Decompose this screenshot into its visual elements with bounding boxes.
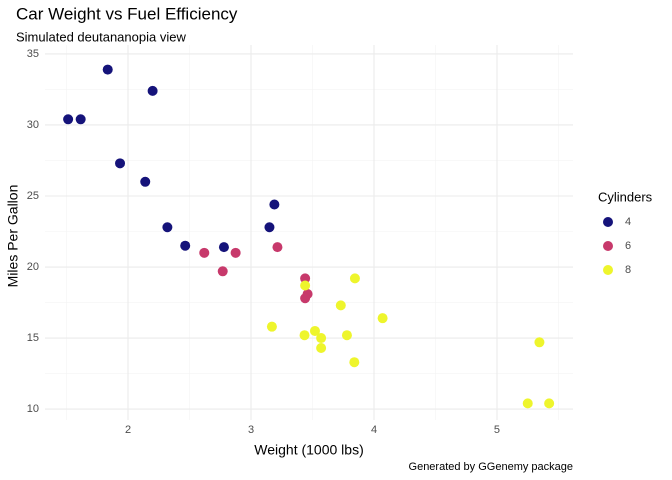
- y-axis-label: Miles Per Gallon: [5, 185, 21, 288]
- x-tick-label: 4: [371, 424, 377, 436]
- y-tick-label: 25: [27, 190, 39, 202]
- point: [115, 158, 126, 169]
- point: [300, 280, 311, 291]
- point: [316, 342, 327, 353]
- legend-swatch: [603, 217, 613, 227]
- point: [269, 199, 280, 210]
- chart-subtitle: Simulated deutananopia view: [16, 29, 186, 44]
- point: [218, 242, 229, 253]
- point: [349, 273, 360, 284]
- x-tick-label: 3: [248, 424, 254, 436]
- point: [180, 240, 191, 251]
- legend-swatch: [603, 241, 613, 251]
- point: [522, 398, 533, 409]
- point: [316, 333, 327, 344]
- point: [341, 330, 352, 341]
- y-tick-label: 20: [27, 261, 39, 273]
- point: [264, 222, 275, 233]
- point: [147, 85, 158, 96]
- point: [63, 114, 74, 125]
- point: [75, 114, 86, 125]
- point: [102, 64, 113, 75]
- point: [300, 293, 311, 304]
- point: [349, 357, 360, 368]
- legend-swatch: [603, 265, 613, 275]
- grid: [45, 45, 573, 420]
- legend-label: 4: [625, 216, 631, 228]
- point: [272, 242, 283, 253]
- legend-title: Cylinders: [598, 189, 653, 204]
- chart-title: Car Weight vs Fuel Efficiency: [16, 4, 238, 23]
- point: [299, 330, 310, 341]
- y-tick-label: 10: [27, 403, 39, 415]
- legend-label: 8: [625, 264, 631, 276]
- legend-label: 6: [625, 240, 631, 252]
- y-tick-label: 15: [27, 332, 39, 344]
- y-tick-label: 30: [27, 119, 39, 131]
- point: [162, 222, 173, 233]
- point: [217, 266, 228, 277]
- point: [199, 247, 210, 258]
- x-tick-label: 2: [125, 424, 131, 436]
- caption: Generated by GGenemy package: [409, 461, 573, 473]
- point: [544, 398, 555, 409]
- point: [335, 300, 346, 311]
- point: [300, 273, 311, 284]
- point: [534, 337, 545, 348]
- point: [266, 321, 277, 332]
- point: [140, 176, 151, 187]
- point: [377, 313, 388, 324]
- point: [309, 325, 320, 336]
- x-tick-label: 5: [494, 424, 500, 436]
- point: [230, 247, 241, 258]
- x-axis-label: Weight (1000 lbs): [254, 442, 363, 458]
- y-tick-label: 35: [27, 48, 39, 60]
